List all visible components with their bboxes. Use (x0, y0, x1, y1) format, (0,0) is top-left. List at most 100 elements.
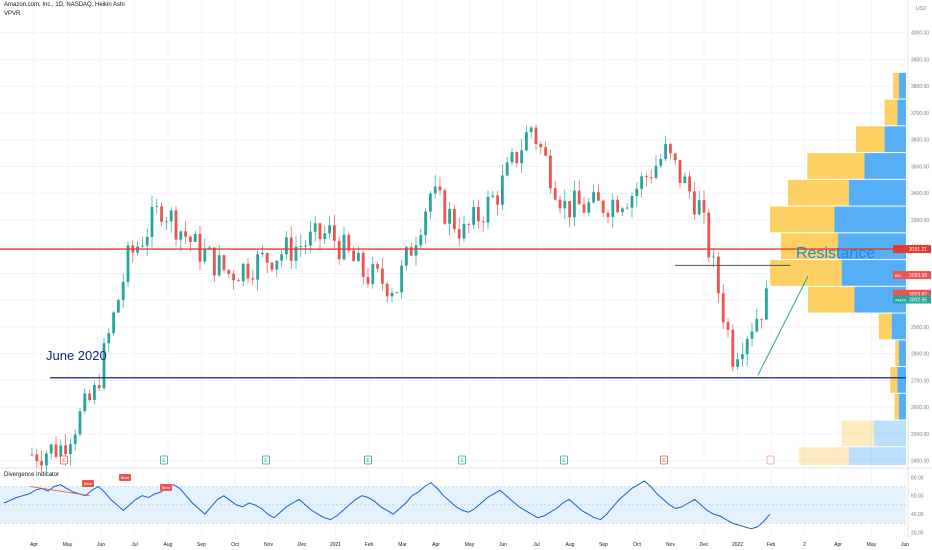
candle-body (203, 249, 207, 262)
vp-bar-up (891, 313, 906, 340)
oscillator-title[interactable]: Divergence Indicator (4, 472, 60, 478)
candle-body (30, 454, 34, 456)
time-tick: Apr (30, 542, 38, 548)
candle-body (712, 256, 715, 258)
horizontal-lines[interactable] (0, 248, 906, 379)
candle-body (275, 260, 279, 270)
time-tick: Feb (365, 542, 374, 548)
candle-body (232, 273, 235, 281)
candle-body (443, 190, 447, 224)
candle-body (78, 411, 82, 435)
candle-body (69, 444, 72, 455)
symbol-title[interactable]: Amazon.com, Inc., 1D, NASDAQ, Heikin Ash… (4, 2, 125, 8)
vp-bar-up (848, 179, 906, 206)
time-tick: Jul (131, 542, 137, 548)
candle-body (107, 333, 111, 344)
candle-body (150, 206, 154, 237)
candle-body (688, 176, 691, 192)
candle-body (184, 231, 187, 237)
time-tick: Dec (298, 542, 307, 548)
candle-body (678, 160, 682, 183)
candle-body (193, 233, 197, 242)
vp-bar-down (808, 286, 855, 313)
vp-bar-up (898, 340, 906, 367)
vp-bar-down (893, 72, 899, 99)
time-tick: May (63, 542, 73, 548)
vp-bar-up (898, 72, 906, 99)
time-tick: Sep (599, 542, 608, 548)
bear-label-bg (119, 474, 131, 481)
time-tick: Jun (97, 542, 105, 548)
earnings-marker (660, 455, 668, 465)
candle-body (457, 229, 461, 239)
price-tick: 3500.00 (911, 164, 929, 170)
price-tick: 3900.00 (911, 57, 929, 63)
candle-body (366, 277, 370, 284)
time-tick: Oct (633, 542, 641, 548)
candle-body (582, 204, 586, 213)
price-label-bg (893, 295, 931, 304)
candle-body (49, 444, 53, 454)
vpvr-label[interactable]: VPVR (4, 11, 21, 17)
price-label-prefix: Bid (895, 273, 901, 278)
earnings-marker (160, 455, 168, 465)
time-tick: Jun (901, 542, 909, 548)
time-tick: Apr (432, 542, 440, 548)
time-tick: Nov (666, 542, 675, 548)
candle-body (347, 234, 351, 251)
candle-body (318, 223, 322, 240)
candle-body (227, 269, 231, 274)
bear-label: Bear (162, 485, 171, 490)
candle-body (765, 288, 768, 320)
oscillator-pane[interactable]: 20.00 40.00 60.00 80.00 Bear Bear Bear (0, 474, 924, 536)
candle-body (611, 199, 615, 217)
price-label-text: 3002.65 (909, 297, 927, 303)
time-tick: Nov (264, 542, 273, 548)
candle-body (597, 192, 600, 201)
candle-body (237, 280, 240, 282)
candle-body (217, 255, 221, 276)
price-label-prefix: AMZN (895, 297, 906, 302)
candle-body (83, 393, 87, 412)
candle-body (717, 256, 720, 294)
candle-body (251, 278, 255, 280)
candle-body (419, 235, 423, 246)
divergence-line (29, 486, 91, 497)
time-tick: Sep (197, 542, 206, 548)
time-tick: 2022 (732, 542, 743, 548)
candle-body (155, 206, 159, 208)
volume-profile (770, 72, 906, 465)
candle-body (376, 264, 379, 269)
candle-body (299, 246, 303, 247)
vp-bar-down (884, 99, 898, 126)
candle-body (745, 338, 749, 355)
price-label-text: 3023.87 (909, 292, 927, 298)
candle-body (539, 143, 543, 148)
candle-body (664, 144, 667, 159)
earnings-marker-label: E (366, 458, 370, 464)
candle-body (179, 231, 183, 240)
vp-bar-up (834, 206, 906, 233)
vp-bar-up (884, 126, 906, 153)
candle-body (750, 331, 754, 339)
earnings-marker (364, 455, 372, 465)
time-tick: Apr (834, 542, 842, 548)
time-tick: Feb (767, 542, 776, 548)
price-axis[interactable]: 2400.00 2500.00 2600.00 2700.00 2800.00 2900.… (907, 0, 929, 537)
candle-body (568, 201, 571, 218)
candle-body (222, 255, 226, 270)
candle-body (121, 281, 125, 300)
candle-body (429, 193, 432, 212)
earnings-marker-label: E (460, 458, 464, 464)
candle-body (462, 224, 466, 239)
candle-body (448, 208, 451, 224)
candle-body (760, 318, 763, 320)
earnings-marker (560, 455, 568, 465)
candle-body (438, 186, 442, 191)
time-tick: Oct (231, 542, 239, 548)
time-axis[interactable]: Apr May Jun Jul Aug Sep Oct Nov Dec 2021 Feb Mar Apr… (30, 542, 909, 548)
earnings-marker-label: E (162, 458, 166, 464)
